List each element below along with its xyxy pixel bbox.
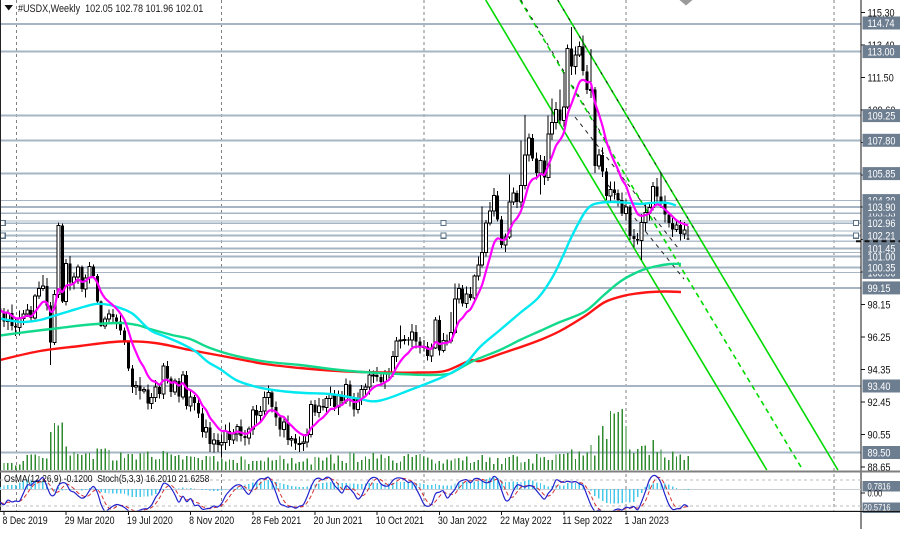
- svg-text:10 Oct 2021: 10 Oct 2021: [376, 515, 424, 527]
- svg-text:89.50: 89.50: [868, 448, 891, 460]
- svg-text:96.25: 96.25: [868, 332, 891, 344]
- svg-text:92.45: 92.45: [868, 397, 891, 409]
- svg-text:99.15: 99.15: [868, 283, 891, 295]
- svg-text:28 Feb 2021: 28 Feb 2021: [251, 515, 301, 527]
- svg-text:30 Jan 2022: 30 Jan 2022: [438, 515, 487, 527]
- svg-text:103.90: 103.90: [868, 202, 896, 214]
- svg-text:98.15: 98.15: [868, 300, 891, 312]
- svg-text:8 Dec 2019: 8 Dec 2019: [3, 515, 48, 527]
- svg-text:93.40: 93.40: [868, 381, 891, 393]
- svg-text:29 Mar 2020: 29 Mar 2020: [65, 515, 115, 527]
- svg-text:11 Sep 2022: 11 Sep 2022: [562, 515, 612, 527]
- svg-text:1 Jan 2023: 1 Jan 2023: [625, 515, 669, 527]
- svg-text:111.50: 111.50: [868, 72, 894, 84]
- svg-text:OsMA(12,26,9) -0.1200 Stoch(5: OsMA(12,26,9) -0.1200 Stoch(5,3,3) 16.20…: [4, 473, 209, 485]
- svg-text:90.55: 90.55: [868, 430, 891, 442]
- svg-text:109.25: 109.25: [868, 111, 896, 123]
- svg-text:0.00: 0.00: [868, 489, 883, 499]
- svg-text:#USDX,Weekly 102.05 102.78 10: #USDX,Weekly 102.05 102.78 101.96 102.01: [18, 3, 203, 15]
- svg-text:20 Jun 2021: 20 Jun 2021: [314, 515, 363, 527]
- svg-text:94.35: 94.35: [868, 365, 891, 377]
- svg-text:100.35: 100.35: [868, 262, 896, 274]
- svg-text:19 Jul 2020: 19 Jul 2020: [127, 515, 173, 527]
- svg-text:105.85: 105.85: [868, 169, 896, 181]
- svg-text:113.00: 113.00: [868, 47, 895, 59]
- svg-text:102.96: 102.96: [868, 218, 896, 230]
- svg-text:8 Nov 2020: 8 Nov 2020: [189, 515, 234, 527]
- svg-text:22 May 2022: 22 May 2022: [500, 515, 551, 527]
- svg-text:107.80: 107.80: [868, 135, 896, 147]
- svg-text:114.74: 114.74: [868, 18, 895, 30]
